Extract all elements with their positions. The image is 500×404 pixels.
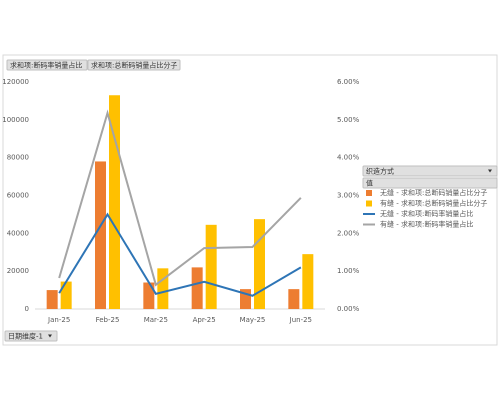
values-button-label: 值 xyxy=(366,179,373,188)
legend-label: 无缝 - 求和项:断码率销量占比 xyxy=(380,209,473,218)
values-button-bg xyxy=(362,177,498,189)
bar xyxy=(205,224,217,309)
bar xyxy=(254,219,265,309)
bar xyxy=(302,254,314,309)
y2-tick-label: 3.00% xyxy=(337,192,360,200)
field-button-bg xyxy=(87,59,181,71)
x-tick-label: Apr-25 xyxy=(193,316,216,324)
filter-button-bg xyxy=(362,165,498,177)
legend-label: 无缝 - 求和项:总断码销量占比分子 xyxy=(380,188,487,197)
legend-swatch xyxy=(366,190,372,196)
legend-swatch xyxy=(366,200,372,207)
y-tick-label: 40000 xyxy=(7,229,29,237)
y2-tick-label: 4.00% xyxy=(337,154,360,162)
bar xyxy=(157,268,169,309)
axis-field-button-label: 日期维度-1 xyxy=(8,332,43,341)
field-button[interactable]: 求和项:总断码销量占比分子 xyxy=(87,59,181,71)
field-button[interactable]: 求和项:断码率销量占比 xyxy=(6,59,88,71)
axis-field-button-arrow xyxy=(48,334,52,338)
bar xyxy=(109,95,120,309)
y-tick-label: 60000 xyxy=(7,192,29,200)
filter-button-arrow xyxy=(488,169,492,173)
filter-button[interactable]: 织造方式 xyxy=(362,165,498,177)
x-tick-label: Jun-25 xyxy=(289,316,312,324)
values-button[interactable]: 值 xyxy=(362,177,498,189)
y2-tick-label: 2.00% xyxy=(337,229,360,237)
x-tick-label: Jan-25 xyxy=(47,316,70,324)
y2-tick-label: 5.00% xyxy=(337,116,360,124)
field-button-label: 求和项:总断码销量占比分子 xyxy=(91,61,177,70)
bar xyxy=(191,267,203,309)
y-tick-label: 20000 xyxy=(7,267,29,275)
line xyxy=(58,109,302,287)
axis-field-button-bg xyxy=(4,330,58,342)
x-tick-label: Mar-25 xyxy=(144,316,168,324)
filter-button-label: 织造方式 xyxy=(366,167,394,176)
bar xyxy=(95,161,106,309)
bar xyxy=(60,281,72,309)
y-tick-label: 100000 xyxy=(2,116,29,124)
field-button-label: 求和项:断码率销量占比 xyxy=(10,61,82,70)
field-button-bg xyxy=(6,59,88,71)
axis-field-button[interactable]: 日期维度-1 xyxy=(4,330,58,342)
y-tick-label: 120000 xyxy=(2,78,29,86)
y2-tick-label: 1.00% xyxy=(337,267,360,275)
bar xyxy=(240,289,251,309)
x-tick-label: May-25 xyxy=(240,316,266,324)
y2-tick-label: 6.00% xyxy=(337,78,360,86)
line xyxy=(58,212,302,297)
bar xyxy=(46,290,58,309)
y-tick-label: 80000 xyxy=(7,154,29,162)
legend-label: 有缝 - 求和项:断码率销量占比 xyxy=(380,220,473,229)
legend-label: 有缝 - 求和项:总断码销量占比分子 xyxy=(380,199,487,208)
bar xyxy=(288,289,300,309)
x-tick-label: Feb-25 xyxy=(96,316,120,324)
bar xyxy=(143,282,155,309)
y2-tick-label: 0.00% xyxy=(337,305,360,313)
y-tick-label: 0 xyxy=(25,305,29,313)
